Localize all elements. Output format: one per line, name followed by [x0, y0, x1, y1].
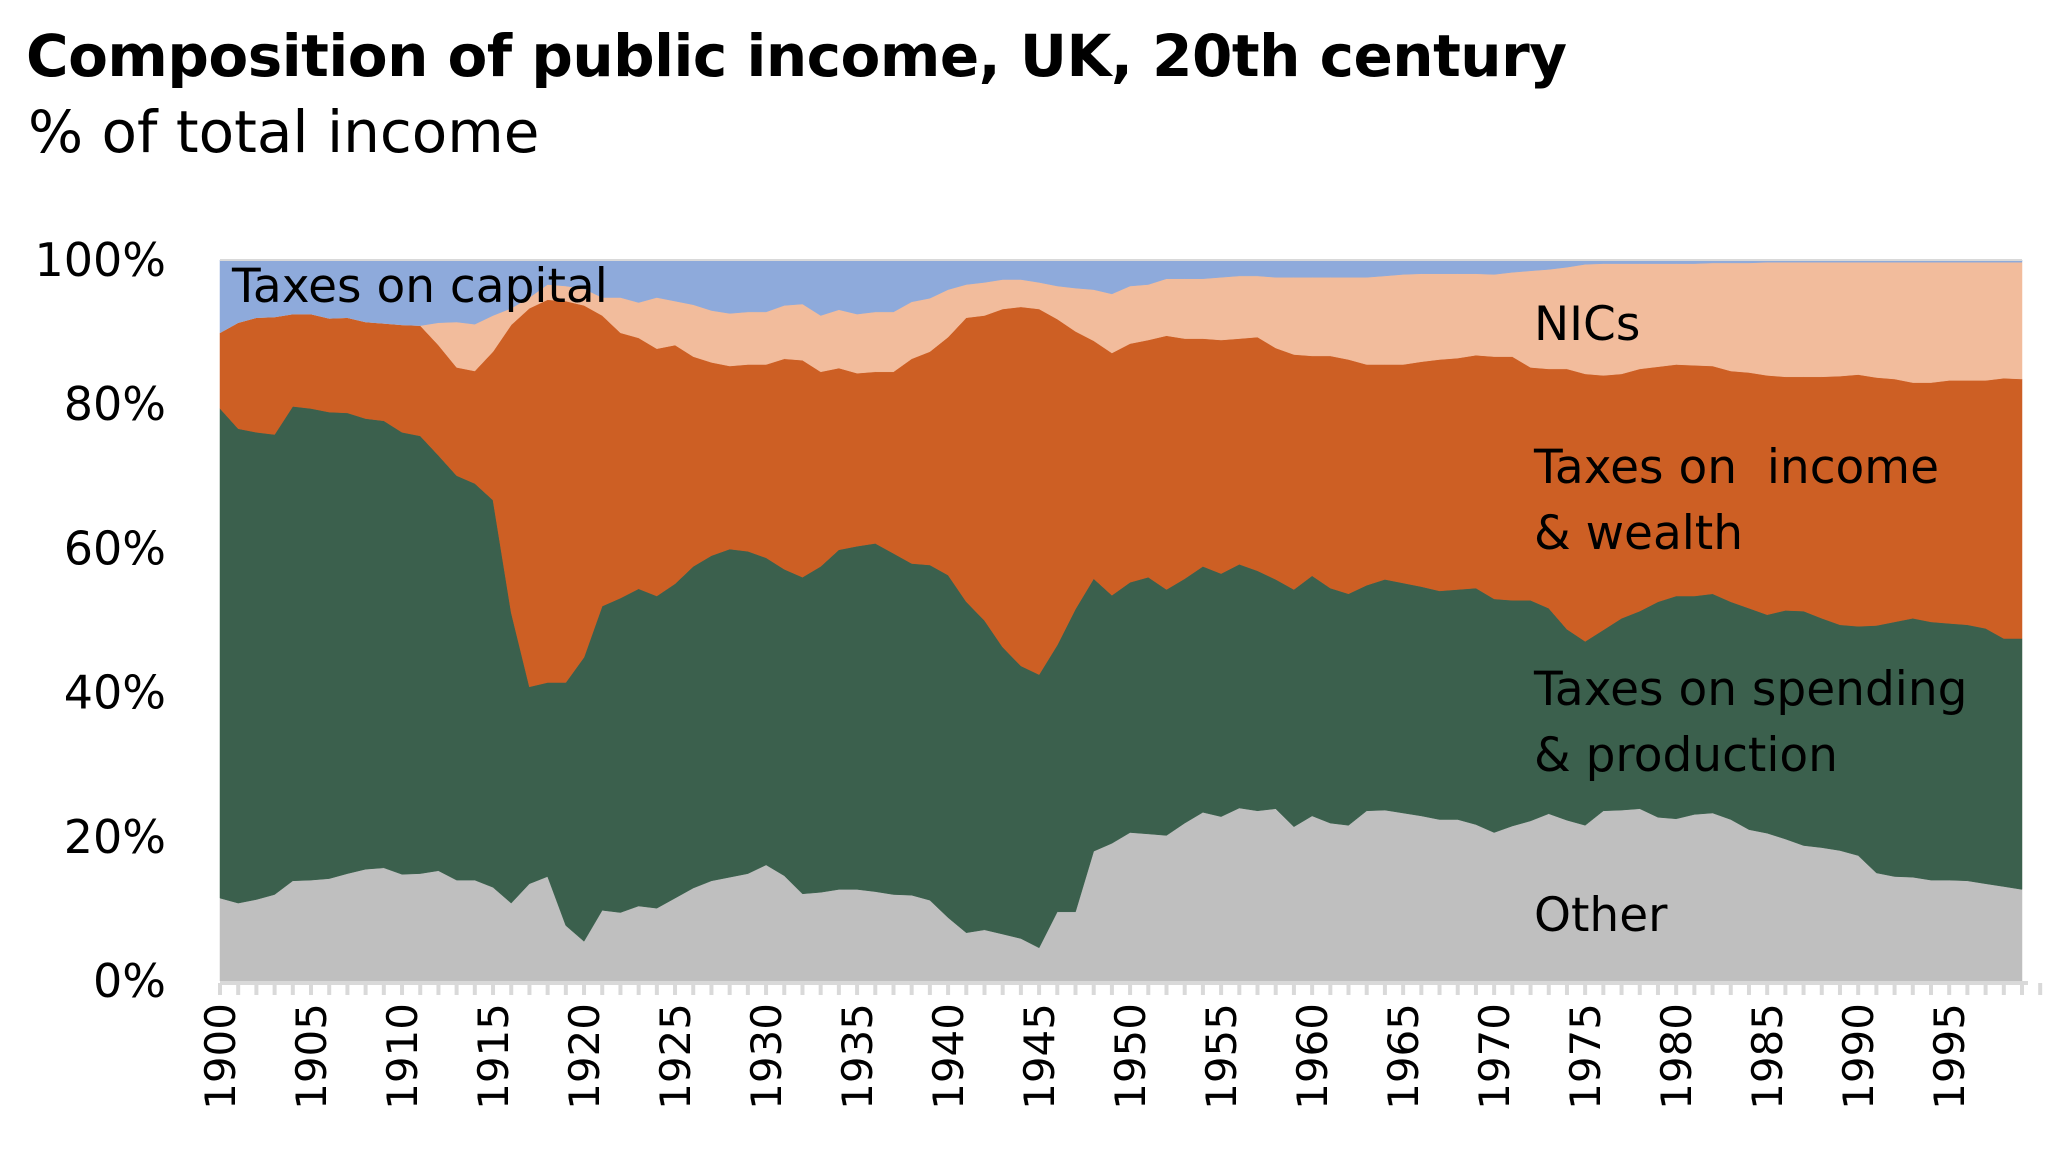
x-tick-label: 1910	[378, 1003, 427, 1110]
y-tick-label: 100%	[34, 233, 166, 287]
series-label-taxes-on-capital: Taxes on capital	[231, 259, 608, 314]
x-tick-label: 1900	[196, 1003, 245, 1110]
y-tick-label: 80%	[64, 377, 166, 431]
x-tick-label: 1920	[560, 1003, 609, 1110]
x-tick-label: 1970	[1470, 1003, 1519, 1110]
y-tick-label: 20%	[64, 810, 166, 864]
x-tick-label: 1975	[1561, 1003, 1610, 1110]
y-tick-label: 0%	[93, 954, 166, 1008]
x-tick-label: 1935	[833, 1003, 882, 1110]
x-tick-label: 1940	[924, 1003, 973, 1110]
x-tick-label: 1960	[1288, 1003, 1337, 1110]
x-tick-label: 1930	[742, 1003, 791, 1110]
series-label-taxes-on-income-and-wealth: & wealth	[1534, 506, 1743, 561]
y-tick-label: 40%	[64, 666, 166, 720]
series-label-taxes-on-spending-and-production: Taxes on spending	[1533, 662, 1967, 717]
x-tick-label: 1925	[651, 1003, 700, 1110]
x-tick-label: 1965	[1379, 1003, 1428, 1110]
chart-title: Composition of public income, UK, 20th c…	[26, 22, 1567, 90]
x-tick-label: 1915	[469, 1003, 518, 1110]
x-tick-label: 1995	[1925, 1003, 1974, 1110]
x-tick-label: 1990	[1834, 1003, 1883, 1110]
x-tick-label: 1905	[287, 1003, 336, 1110]
x-tick-label: 1980	[1652, 1003, 1701, 1110]
x-tick-label: 1955	[1197, 1003, 1246, 1110]
series-label-taxes-on-income-and-wealth: Taxes on income	[1533, 440, 1939, 495]
series-labels: Other Taxes on spending & production Taxes …	[231, 259, 1967, 943]
x-tick-label: 1985	[1743, 1003, 1792, 1110]
axes: 0% 20% 40% 60% 80% 100% 1900 1905 1910 1915 1920 19…	[34, 233, 2043, 1110]
series-label-taxes-on-spending-and-production: & production	[1534, 728, 1838, 783]
x-tick-label: 1945	[1015, 1003, 1064, 1110]
y-tick-label: 60%	[64, 521, 166, 575]
series-label-nics: NICs	[1534, 297, 1640, 352]
x-tick-label: 1950	[1106, 1003, 1155, 1110]
chart-subtitle: % of total income	[28, 98, 540, 166]
series-label-other: Other	[1534, 888, 1668, 943]
area-layers	[219, 259, 2023, 982]
